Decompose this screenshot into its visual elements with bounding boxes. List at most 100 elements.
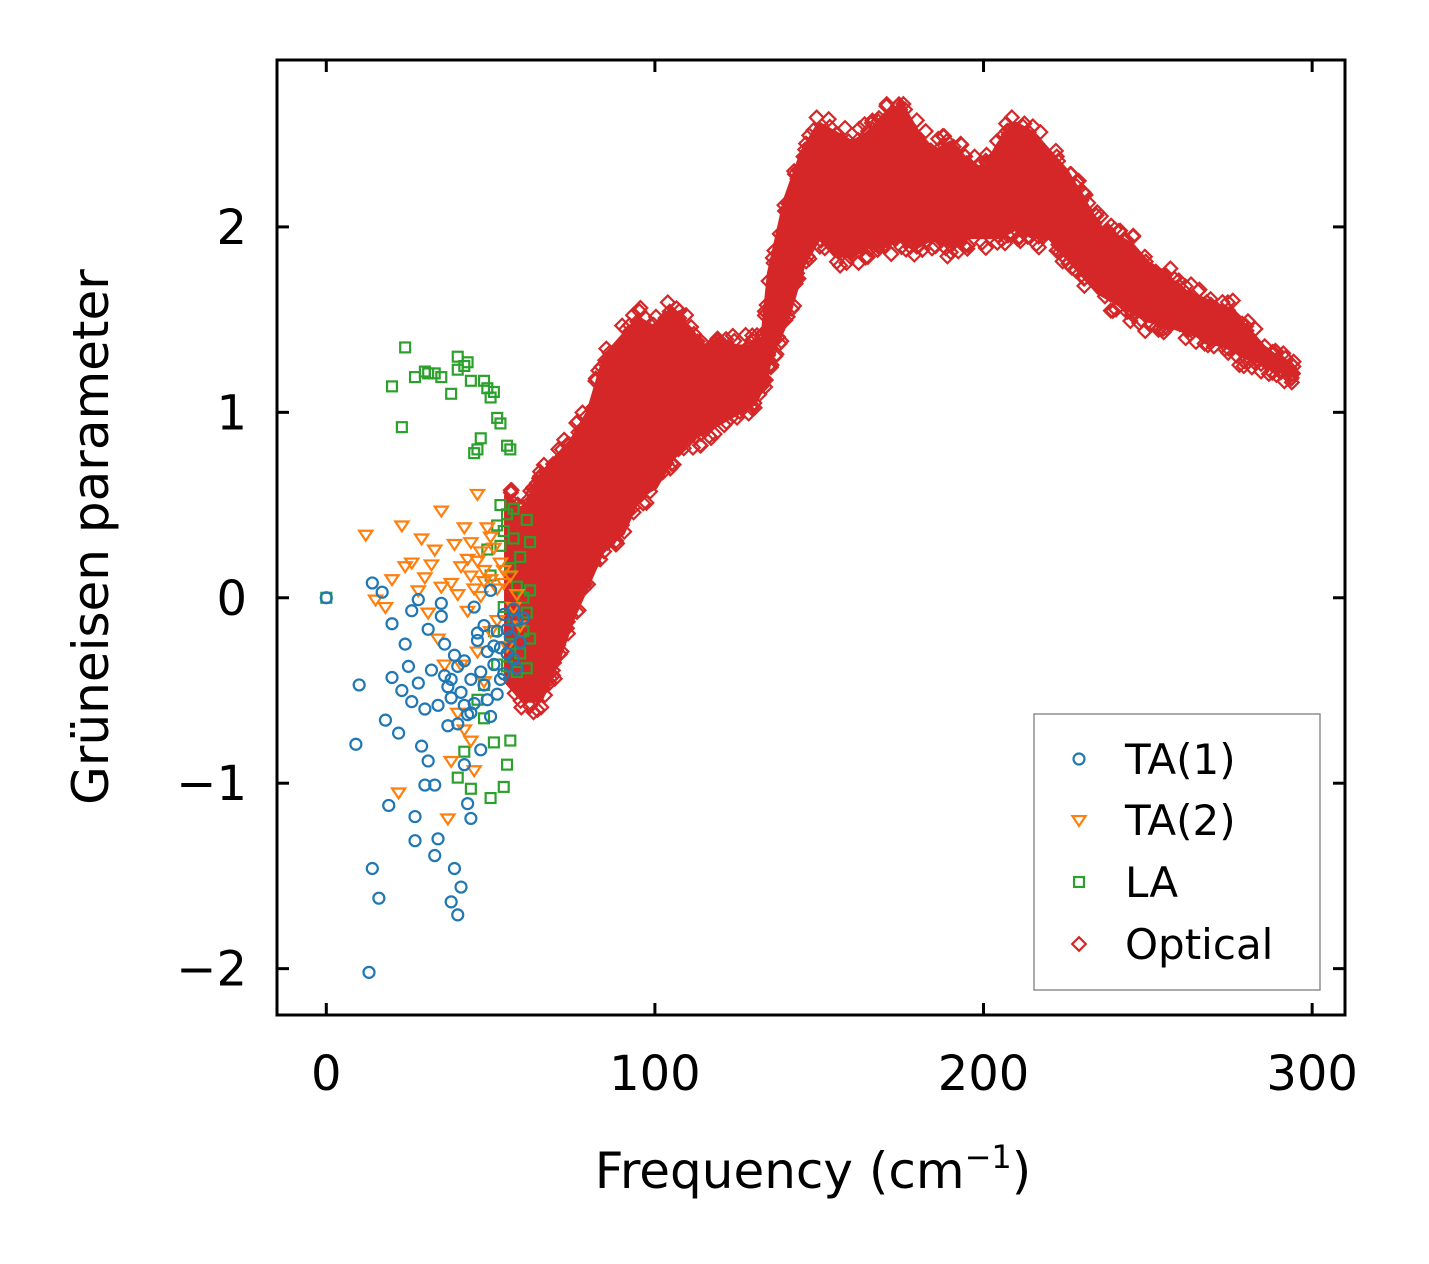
ta2-point xyxy=(426,544,444,558)
optical-point xyxy=(1125,304,1143,321)
ta2-point xyxy=(409,585,427,599)
optical-point xyxy=(1177,295,1195,313)
ta2-point xyxy=(439,813,457,827)
optical-point xyxy=(629,483,647,501)
optical-point xyxy=(1014,127,1031,145)
ta1-point xyxy=(405,695,419,709)
legend-label-ta1: TA(1) xyxy=(1124,735,1236,784)
optical-point xyxy=(812,232,830,250)
optical-point xyxy=(502,481,520,499)
optical-point xyxy=(1057,250,1075,268)
ta1-point xyxy=(503,630,517,644)
la-point xyxy=(471,443,484,456)
optical-point xyxy=(1075,200,1093,218)
optical-point xyxy=(1178,320,1196,338)
optical-point xyxy=(570,423,587,441)
y-tick-label: −1 xyxy=(176,756,247,812)
optical-point xyxy=(512,511,529,529)
optical-point xyxy=(712,333,730,351)
optical-point xyxy=(679,431,697,448)
la-point xyxy=(451,363,464,376)
ta1-point xyxy=(474,665,488,679)
optical-point xyxy=(927,145,944,163)
optical-point xyxy=(931,230,948,247)
optical-point xyxy=(1107,301,1125,318)
legend-label-la: LA xyxy=(1125,858,1178,907)
la-point xyxy=(504,734,517,747)
ta2-point xyxy=(393,520,411,534)
optical-point xyxy=(755,329,772,347)
ta1-point xyxy=(391,726,406,740)
la-point xyxy=(523,584,537,597)
optical-point xyxy=(615,523,633,541)
optical-point xyxy=(521,697,539,715)
optical-point xyxy=(912,137,930,155)
optical-point xyxy=(679,325,697,342)
optical-point xyxy=(947,231,965,248)
ta2-point xyxy=(376,601,395,615)
optical-point xyxy=(1173,296,1191,314)
optical-point xyxy=(663,455,680,473)
optical-point xyxy=(850,120,868,137)
la-point xyxy=(422,367,435,380)
ta2-point xyxy=(481,531,500,545)
optical-point xyxy=(790,161,807,179)
optical-point xyxy=(1268,366,1285,384)
la-point xyxy=(445,387,458,400)
optical-point xyxy=(939,248,956,265)
optical-point xyxy=(1079,194,1097,212)
optical-point xyxy=(717,413,735,431)
legend-marker-optical xyxy=(1070,935,1088,953)
optical-point xyxy=(748,338,766,356)
ta1-point xyxy=(467,600,481,614)
optical-point xyxy=(599,531,616,549)
optical-point xyxy=(832,131,850,149)
optical-point xyxy=(861,128,878,145)
optical-point xyxy=(1104,302,1122,320)
legend-label-ta2: TA(2) xyxy=(1124,796,1236,845)
ta1-point xyxy=(500,622,514,636)
optical-point xyxy=(577,419,594,437)
ta1-point xyxy=(401,659,416,673)
optical-point xyxy=(1068,173,1086,190)
ta1-point xyxy=(444,895,458,909)
ta1-point xyxy=(454,685,468,699)
optical-point xyxy=(845,141,863,159)
ta1-point xyxy=(405,604,419,618)
optical-point xyxy=(1101,285,1119,303)
optical-point xyxy=(831,239,849,256)
optical-point xyxy=(977,152,995,169)
ticks-layer: 0 100 200 300 −2 −1 0 1 2 xyxy=(176,60,1358,1102)
ta2-point xyxy=(403,557,421,571)
optical-point xyxy=(901,232,919,250)
legend-markers xyxy=(1070,752,1088,953)
optical-point xyxy=(605,343,623,361)
ta1-point xyxy=(428,848,442,863)
optical-point xyxy=(756,378,774,396)
optical-point xyxy=(1108,234,1126,252)
optical-point xyxy=(613,317,631,334)
ta1-point xyxy=(484,709,498,724)
optical-point xyxy=(959,236,977,254)
optical-point xyxy=(1271,352,1289,370)
optical-point xyxy=(1120,244,1138,262)
optical-point xyxy=(1240,335,1258,353)
optical-point xyxy=(808,109,826,126)
la-point xyxy=(487,736,500,749)
ta1-point xyxy=(487,657,501,672)
ta2-point xyxy=(468,488,487,502)
ta1-point xyxy=(365,861,379,876)
optical-point xyxy=(779,308,797,326)
la-point xyxy=(464,374,477,387)
optical-point xyxy=(945,138,962,156)
x-tick-label: 0 xyxy=(311,1046,342,1102)
optical-point xyxy=(584,399,601,417)
ta2-point xyxy=(455,724,473,738)
optical-point xyxy=(745,347,763,365)
optical-point xyxy=(711,403,729,421)
ta2-point xyxy=(422,559,441,573)
la-point xyxy=(514,550,527,564)
optical-point xyxy=(1108,281,1126,299)
ta1-point xyxy=(424,663,439,677)
la-point xyxy=(510,580,523,593)
